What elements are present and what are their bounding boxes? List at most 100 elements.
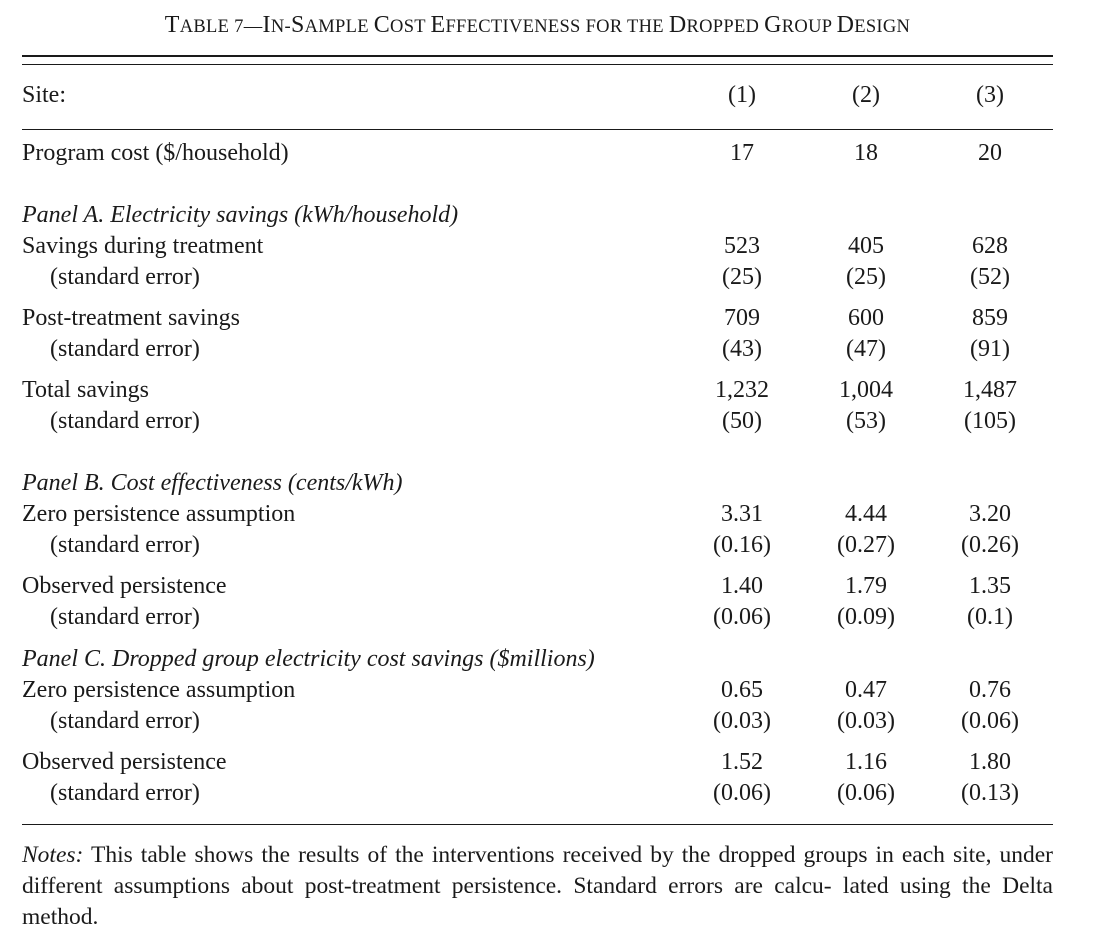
cell-se: (0.03) — [713, 708, 771, 734]
cell-se: (0.1) — [967, 604, 1013, 630]
table-row-se: (standard error) (0.06) (0.09) (0.1) — [0, 604, 1118, 636]
table-row: Savings during treatment 523 405 628 — [0, 233, 1118, 265]
panel-a-heading-row: Panel A. Electricity savings (kWh/househ… — [0, 202, 1118, 234]
table-row-se: (standard error) (0.03) (0.03) (0.06) — [0, 708, 1118, 740]
cell-se: (53) — [846, 408, 886, 434]
cell-se: (0.27) — [837, 532, 895, 558]
cell-value: 3.20 — [969, 501, 1011, 527]
cell-value: 600 — [848, 305, 884, 331]
header-row: Site: (1) (2) (3) — [0, 82, 1118, 114]
table-row-se: (standard error) (43) (47) (91) — [0, 336, 1118, 368]
table-notes: Notes: This table shows the results of t… — [22, 840, 1053, 933]
cell-value: 1.52 — [721, 749, 763, 775]
table-row-se: (standard error) (25) (25) (52) — [0, 264, 1118, 296]
top-rule-thin — [22, 64, 1053, 65]
cell-value: 17 — [730, 140, 754, 166]
row-label: Savings during treatment — [22, 233, 264, 259]
se-label: (standard error) — [50, 336, 200, 362]
cell-se: (43) — [722, 336, 762, 362]
cell-se: (91) — [970, 336, 1010, 362]
cell-se: (0.13) — [961, 780, 1019, 806]
cell-se: (25) — [722, 264, 762, 290]
row-label: Zero persistence assumption — [22, 677, 296, 703]
title-able-7: ABLE 7— — [179, 17, 263, 37]
cell-value: 0.76 — [969, 677, 1011, 703]
cell-value: 20 — [978, 140, 1002, 166]
col-header-1: (1) — [728, 82, 756, 108]
table-row-se: (standard error) (50) (53) (105) — [0, 408, 1118, 440]
title-part: FFECTIVENESS FOR THE — [445, 17, 669, 37]
title-part: E — [430, 12, 446, 38]
table-row: Observed persistence 1.40 1.79 1.35 — [0, 573, 1118, 605]
cell-value: 0.65 — [721, 677, 763, 703]
top-rule-thick — [22, 55, 1053, 57]
cell-value: 628 — [972, 233, 1008, 259]
notes-text: This table shows the results of the inte… — [22, 842, 1054, 930]
title-part: ROUP — [781, 17, 837, 37]
col-header-2: (2) — [852, 82, 880, 108]
cell-se: (0.16) — [713, 532, 771, 558]
panel-a-heading: Panel A. Electricity savings (kWh/househ… — [22, 202, 459, 228]
table-row: Zero persistence assumption 0.65 0.47 0.… — [0, 677, 1118, 709]
title-part: D — [836, 12, 855, 38]
header-rule — [22, 129, 1053, 130]
row-label: Total savings — [22, 377, 149, 403]
se-label: (standard error) — [50, 532, 200, 558]
cell-value: 405 — [848, 233, 884, 259]
table-row: Post-treatment savings 709 600 859 — [0, 305, 1118, 337]
panel-b-heading: Panel B. Cost effectiveness (cents/kWh) — [22, 470, 403, 496]
program-cost-label: Program cost ($/household) — [22, 140, 289, 166]
se-label: (standard error) — [50, 264, 200, 290]
cell-se: (50) — [722, 408, 762, 434]
cell-value: 859 — [972, 305, 1008, 331]
se-label: (standard error) — [50, 604, 200, 630]
cell-value: 1,232 — [715, 377, 769, 403]
cell-se: (0.06) — [713, 780, 771, 806]
cell-se: (0.09) — [837, 604, 895, 630]
title-part: I — [262, 12, 271, 38]
panel-c-heading: Panel C. Dropped group electricity cost … — [22, 646, 595, 672]
cell-se: (25) — [846, 264, 886, 290]
title-part: G — [764, 12, 782, 38]
cell-value: 1.79 — [845, 573, 887, 599]
table-title: TABLE 7—IN-SAMPLE COST EFFECTIVENESS FOR… — [0, 12, 1075, 39]
cell-se: (0.03) — [837, 708, 895, 734]
row-label: Post-treatment savings — [22, 305, 240, 331]
cell-value: 1,004 — [839, 377, 893, 403]
cell-se: (0.06) — [837, 780, 895, 806]
title-part: N- — [270, 17, 291, 37]
col-header-3: (3) — [976, 82, 1004, 108]
cell-value: 1,487 — [963, 377, 1017, 403]
notes-label: Notes: — [22, 842, 84, 868]
cell-value: 709 — [724, 305, 760, 331]
cell-value: 1.80 — [969, 749, 1011, 775]
cell-se: (47) — [846, 336, 886, 362]
cell-value: 1.16 — [845, 749, 887, 775]
cell-se: (0.06) — [961, 708, 1019, 734]
table-row: Total savings 1,232 1,004 1,487 — [0, 377, 1118, 409]
table-row-se: (standard error) (0.06) (0.06) (0.13) — [0, 780, 1118, 812]
table-row: Zero persistence assumption 3.31 4.44 3.… — [0, 501, 1118, 533]
cell-value: 4.44 — [845, 501, 887, 527]
table-row: Observed persistence 1.52 1.16 1.80 — [0, 749, 1118, 781]
cell-value: 0.47 — [845, 677, 887, 703]
cell-se: (105) — [964, 408, 1016, 434]
se-label: (standard error) — [50, 708, 200, 734]
title-part: ESIGN — [854, 17, 911, 37]
title-part: C — [373, 12, 391, 38]
title-part: ROPPED — [686, 17, 765, 37]
site-label: Site: — [22, 82, 67, 108]
cell-se: (52) — [970, 264, 1010, 290]
cell-value: 1.35 — [969, 573, 1011, 599]
title-part: AMPLE — [304, 17, 374, 37]
title-part: S — [290, 12, 305, 38]
row-label: Observed persistence — [22, 573, 227, 599]
panel-c-heading-row: Panel C. Dropped group electricity cost … — [0, 646, 1118, 678]
title-part: OST — [390, 17, 431, 37]
title-t: T — [164, 12, 180, 38]
cell-value: 18 — [854, 140, 878, 166]
table-row-se: (standard error) (0.16) (0.27) (0.26) — [0, 532, 1118, 564]
title-part: D — [668, 12, 687, 38]
cell-se: (0.06) — [713, 604, 771, 630]
panel-b-heading-row: Panel B. Cost effectiveness (cents/kWh) — [0, 470, 1118, 502]
